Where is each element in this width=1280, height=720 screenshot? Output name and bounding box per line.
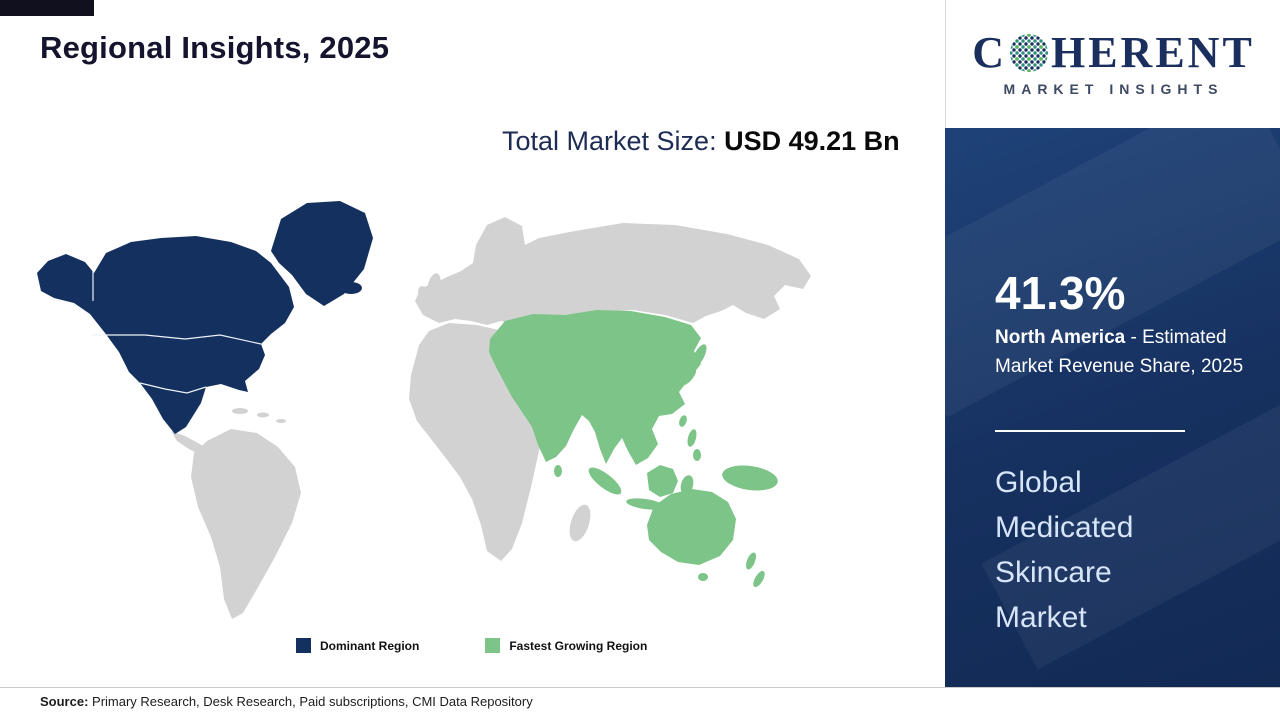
market-name-line: Global xyxy=(995,466,1082,499)
region-asia-pacific xyxy=(489,310,778,588)
dotted-globe-icon xyxy=(1009,34,1048,72)
landmass-other-regions xyxy=(171,217,811,619)
logo-letter-c: C xyxy=(972,28,1007,77)
region-north-america xyxy=(37,201,373,434)
source-text: Primary Research, Desk Research, Paid su… xyxy=(88,694,533,709)
share-region: North America xyxy=(995,327,1126,348)
logo-wordmark: C HERENT xyxy=(972,31,1255,75)
page-title: Regional Insights, 2025 xyxy=(40,30,390,65)
world-map xyxy=(37,201,811,619)
market-name-line: Medicated xyxy=(995,511,1134,544)
logo-subtitle: MARKET INSIGHTS xyxy=(1003,81,1224,97)
total-market-size: Total Market Size: USD 49.21 Bn xyxy=(502,122,912,161)
market-name-line: Skincare xyxy=(995,556,1112,589)
panel-divider xyxy=(995,430,1185,432)
market-name: Global Medicated Skincare Market xyxy=(995,460,1133,640)
fastest-region-label: Fastest Growing Region xyxy=(509,638,648,653)
corner-accent-bar xyxy=(0,0,94,16)
total-market-size-value: USD 49.21 Bn xyxy=(724,126,900,156)
logo-letters-rest: HERENT xyxy=(1050,28,1255,77)
share-value: 41.3% xyxy=(995,267,1126,319)
source-line: Source: Primary Research, Desk Research,… xyxy=(40,694,533,709)
share-desc-text: - Estimated Market Revenue Share, 2025 xyxy=(995,327,1244,377)
dominant-region-label: Dominant Region xyxy=(320,638,420,653)
footer-divider xyxy=(0,687,1280,688)
logo: C HERENT MARKET INSIGHTS xyxy=(945,0,1280,128)
right-panel: 41.3% North America - Estimated Market R… xyxy=(945,128,1280,687)
market-name-line: Market xyxy=(995,601,1087,634)
legend-item-fastest: Fastest Growing Region xyxy=(485,638,647,653)
legend-item-dominant: Dominant Region xyxy=(296,638,419,653)
source-label: Source: xyxy=(40,694,89,709)
total-market-size-label: Total Market Size: xyxy=(502,126,725,156)
dominant-region-swatch-icon xyxy=(296,638,311,653)
map-legend: Dominant Region Fastest Growing Region xyxy=(296,638,647,653)
fastest-region-swatch-icon xyxy=(485,638,501,653)
share-description: North America - Estimated Market Revenue… xyxy=(995,324,1257,381)
